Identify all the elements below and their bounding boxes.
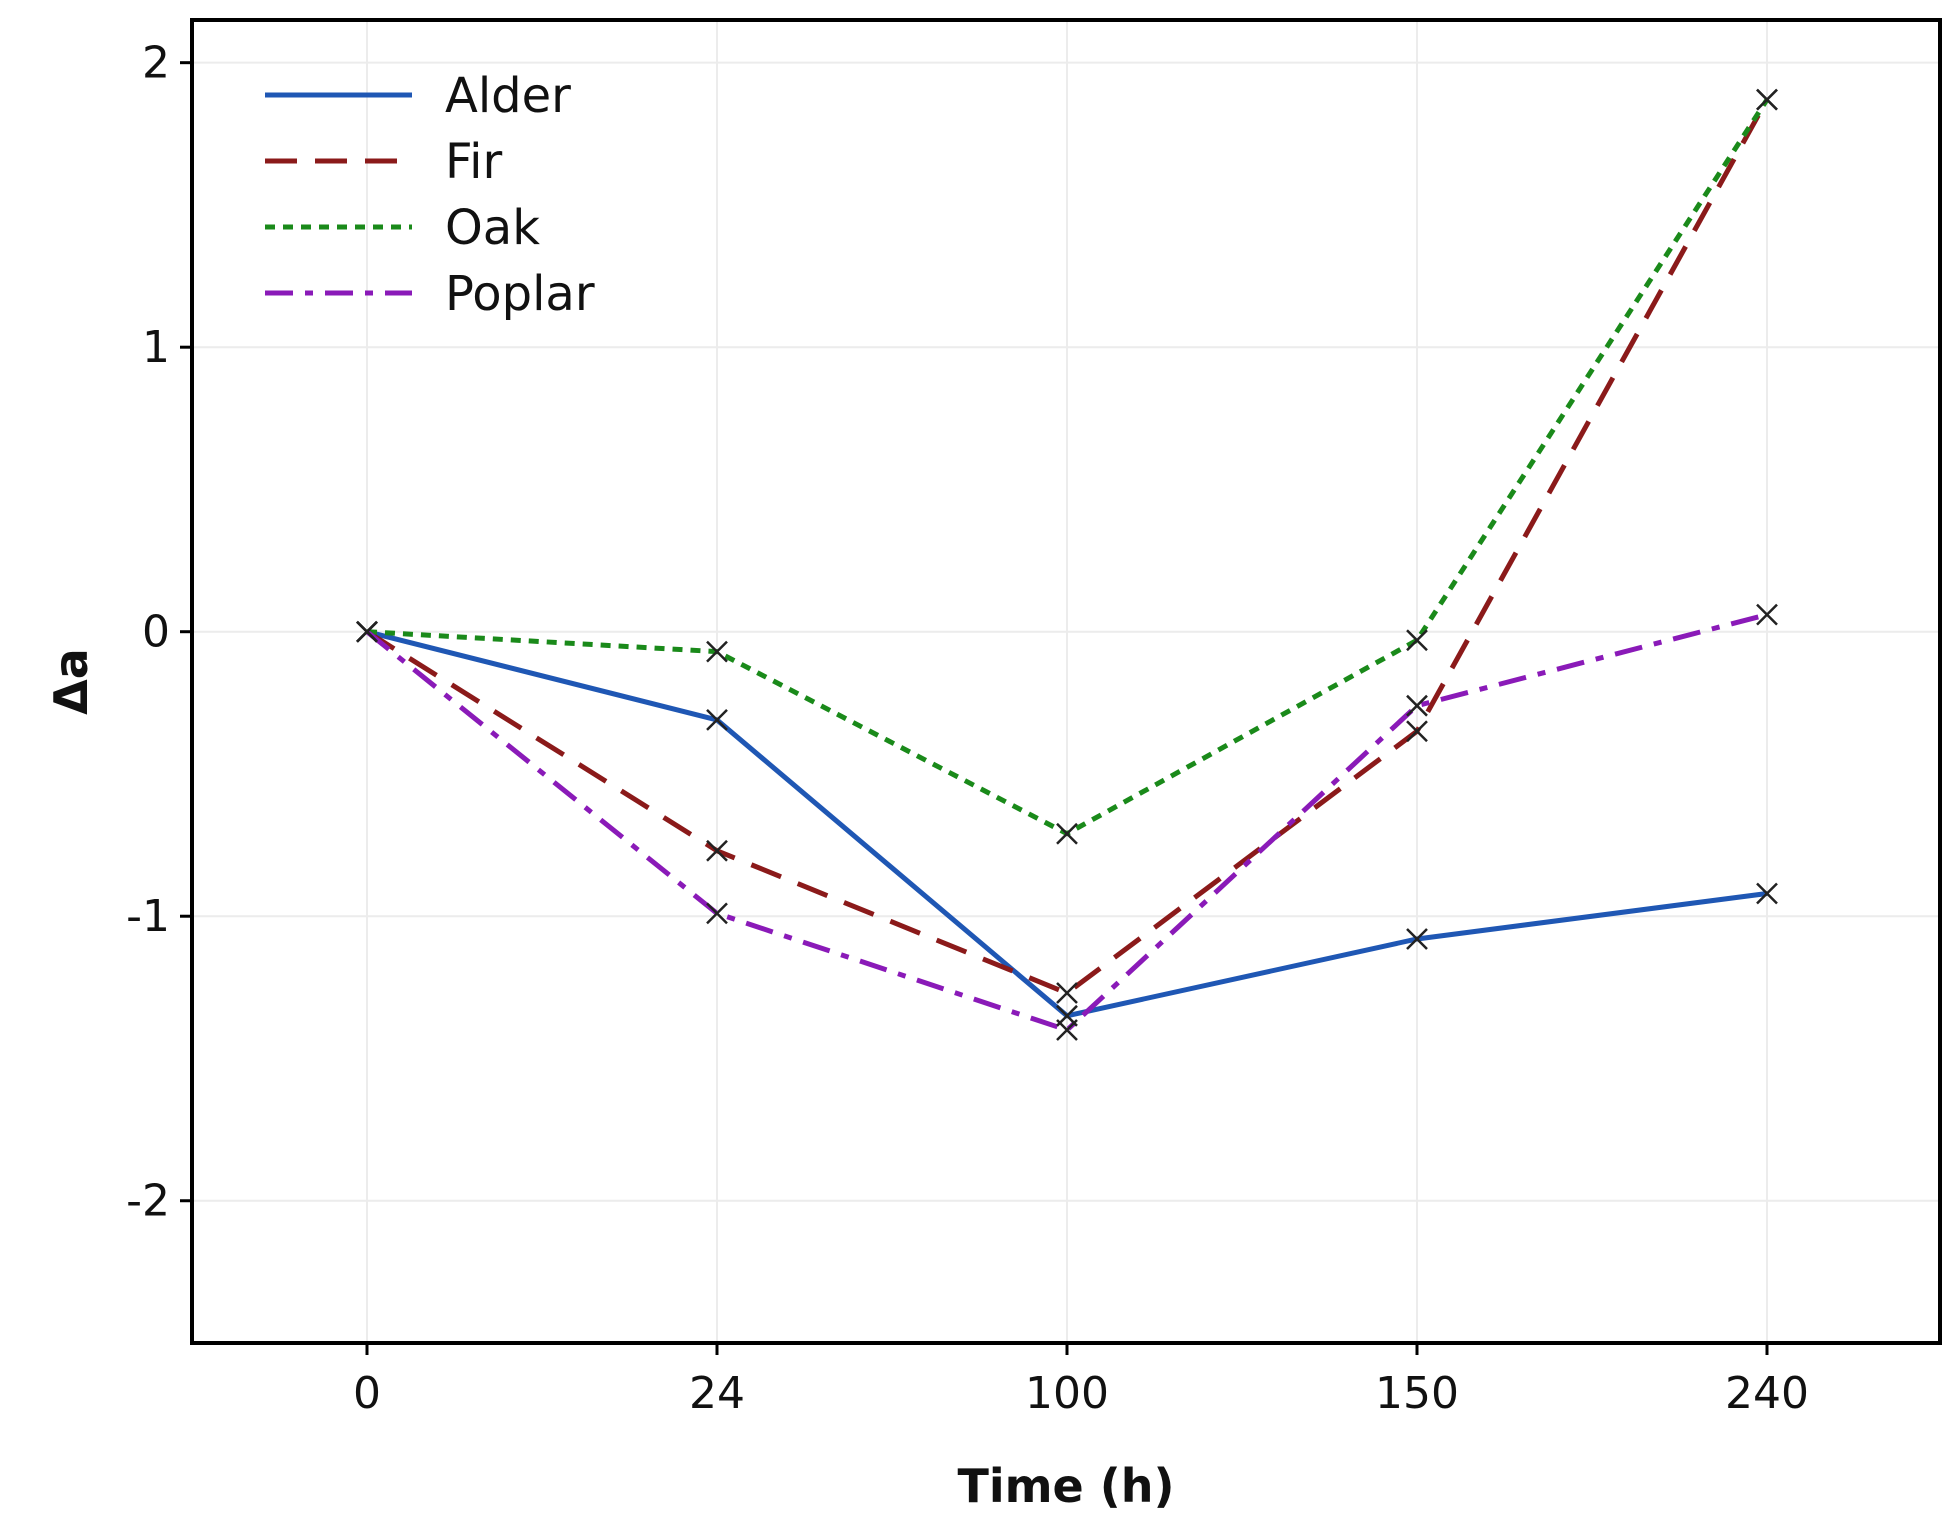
data-point-oak (1406, 629, 1428, 652)
x-tick-label: 24 (689, 1368, 745, 1419)
legend-item-poplar: Poplar (265, 266, 595, 322)
data-point-oak (1056, 822, 1078, 845)
x-tick-label: 100 (1025, 1368, 1109, 1419)
legend-item-alder: Alder (265, 68, 571, 124)
legend-item-fir: Fir (265, 134, 502, 190)
data-point-oak (1756, 88, 1778, 111)
data-point-poplar (1406, 694, 1428, 717)
axes: 0 24 100 150 240 -2 -1 0 1 2 (126, 38, 1809, 1419)
data-point-oak (706, 640, 728, 663)
data-point-poplar (1056, 1019, 1078, 1041)
data-point-fir (1056, 982, 1078, 1004)
x-tick-label: 0 (353, 1368, 381, 1419)
legend-label-poplar: Poplar (445, 266, 595, 322)
data-markers (356, 88, 1778, 1041)
y-tick-label: 2 (142, 38, 170, 89)
y-axis-title: Δa (44, 648, 98, 715)
data-point-poplar (706, 902, 728, 925)
data-point-alder (706, 709, 728, 731)
data-point-alder (1756, 882, 1778, 905)
y-tick-label: 1 (142, 322, 170, 373)
data-point-poplar (1756, 603, 1778, 626)
y-tick-label: -2 (126, 1176, 170, 1227)
data-point-fir (706, 839, 728, 862)
data-point-alder (1406, 928, 1428, 950)
x-tick-label: 150 (1375, 1368, 1459, 1419)
y-tick-label: 0 (142, 607, 170, 658)
legend-label-oak: Oak (445, 200, 540, 256)
data-point-poplar (356, 620, 378, 643)
legend-label-alder: Alder (445, 68, 571, 124)
x-tick-label: 240 (1725, 1368, 1809, 1419)
grid-lines (192, 20, 1940, 1343)
data-point-fir (1406, 720, 1428, 743)
y-tick-label: -1 (126, 891, 170, 942)
legend-label-fir: Fir (445, 134, 502, 190)
series-line-fir (365, 98, 1770, 996)
legend: Alder Fir Oak Poplar (265, 68, 595, 322)
x-axis-title: Time (h) (957, 1459, 1174, 1513)
legend-item-oak: Oak (265, 200, 540, 256)
